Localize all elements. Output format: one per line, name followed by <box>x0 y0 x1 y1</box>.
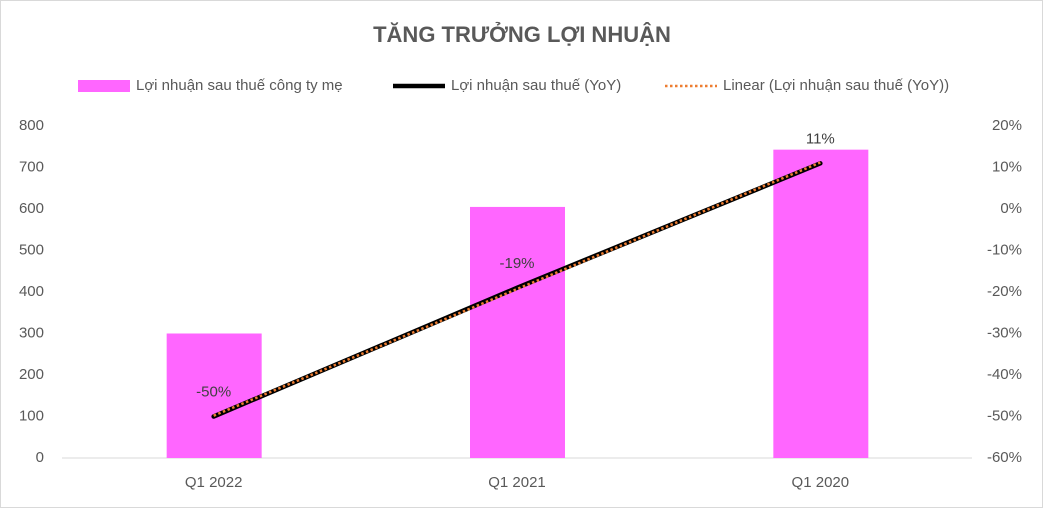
y-tick-label: 0 <box>36 449 44 466</box>
y-tick-label: 200 <box>19 366 44 383</box>
y2-tick-label: 10% <box>992 158 1022 175</box>
bar <box>773 149 869 458</box>
x-tick-label: Q1 2021 <box>488 474 546 491</box>
legend-swatch <box>78 80 130 92</box>
y2-tick-label: -20% <box>987 283 1022 300</box>
y2-tick-label: -30% <box>987 324 1022 341</box>
y-tick-label: 500 <box>19 241 44 258</box>
y2-tick-label: -50% <box>987 407 1022 424</box>
y2-tick-label: 0% <box>1000 200 1022 217</box>
x-tick-label: Q1 2020 <box>792 474 850 491</box>
legend-label: Lợi nhuận sau thuế công ty mẹ <box>136 77 343 94</box>
y-tick-label: 300 <box>19 324 44 341</box>
y-tick-label: 700 <box>19 158 44 175</box>
y2-tick-label: -10% <box>987 241 1022 258</box>
y-tick-label: 800 <box>19 117 44 134</box>
y2-tick-label: 20% <box>992 117 1022 134</box>
y-tick-label: 100 <box>19 407 44 424</box>
chart-title: TĂNG TRƯỞNG LỢI NHUẬN <box>373 22 671 47</box>
data-label: -50% <box>196 383 231 400</box>
y2-tick-label: -40% <box>987 366 1022 383</box>
legend-label: Linear (Lợi nhuận sau thuế (YoY)) <box>723 77 949 94</box>
y2-tick-label: -60% <box>987 449 1022 466</box>
legend-label: Lợi nhuận sau thuế (YoY) <box>451 77 621 94</box>
x-tick-label: Q1 2022 <box>185 474 243 491</box>
data-label: -19% <box>499 255 534 272</box>
bar <box>166 333 262 458</box>
bar <box>470 206 565 458</box>
y-tick-label: 400 <box>19 283 44 300</box>
line <box>211 161 823 419</box>
data-label: 11% <box>806 130 835 147</box>
y-tick-label: 600 <box>19 200 44 217</box>
